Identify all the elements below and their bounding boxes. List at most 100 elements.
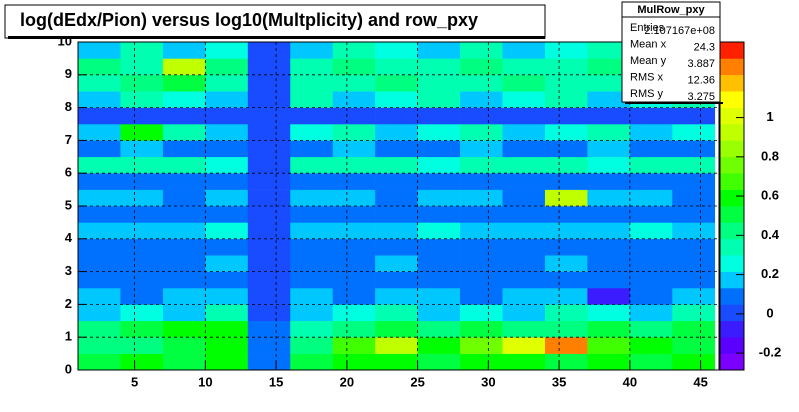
cell bbox=[460, 304, 503, 322]
z-tick-label: 0.2 bbox=[761, 266, 779, 281]
stats-shadow bbox=[625, 102, 723, 104]
cell bbox=[332, 107, 376, 125]
cell bbox=[460, 107, 503, 125]
title-shadow bbox=[8, 36, 545, 39]
cell bbox=[332, 42, 376, 59]
cell bbox=[460, 91, 503, 108]
cell bbox=[205, 91, 249, 108]
cell bbox=[120, 288, 164, 305]
x-tick-label: 20 bbox=[340, 374, 354, 389]
cell bbox=[332, 238, 376, 256]
cell bbox=[375, 74, 418, 92]
cell bbox=[672, 353, 716, 371]
cell bbox=[162, 58, 206, 76]
cell bbox=[290, 337, 334, 354]
z-tick-label: -0.2 bbox=[759, 345, 781, 360]
y-tick-label: 9 bbox=[65, 66, 72, 81]
stats-value: 3.887 bbox=[687, 58, 715, 70]
cell bbox=[120, 173, 164, 190]
cell bbox=[120, 304, 164, 322]
cell bbox=[375, 173, 418, 190]
cell bbox=[290, 74, 334, 92]
cell bbox=[629, 206, 673, 223]
cell bbox=[672, 107, 716, 125]
cell bbox=[247, 304, 291, 322]
cell bbox=[460, 124, 503, 141]
y-tick-label: 1 bbox=[65, 329, 72, 344]
cell bbox=[544, 255, 588, 272]
cell bbox=[587, 206, 631, 223]
cell bbox=[290, 140, 334, 158]
cell bbox=[587, 353, 631, 371]
cell bbox=[290, 42, 334, 59]
cell bbox=[502, 206, 546, 223]
cell bbox=[417, 124, 461, 141]
cell bbox=[290, 156, 334, 174]
cell bbox=[502, 74, 546, 92]
cell bbox=[629, 304, 673, 322]
y-tick-label: 2 bbox=[65, 296, 72, 311]
cell bbox=[78, 156, 121, 174]
cell bbox=[332, 353, 376, 371]
cell bbox=[247, 107, 291, 125]
cell bbox=[587, 271, 631, 289]
cell bbox=[587, 42, 631, 59]
cell bbox=[290, 353, 334, 371]
cell bbox=[587, 255, 631, 272]
x-tick-label: 10 bbox=[198, 374, 212, 389]
cell bbox=[672, 255, 716, 272]
palette-step bbox=[720, 320, 744, 338]
cell bbox=[587, 107, 631, 125]
cell bbox=[205, 255, 249, 272]
cell bbox=[162, 238, 206, 256]
cell bbox=[587, 58, 631, 76]
cell bbox=[332, 173, 376, 190]
cell bbox=[672, 222, 716, 240]
cell bbox=[629, 238, 673, 256]
cell bbox=[247, 189, 291, 207]
cell bbox=[417, 206, 461, 223]
cell bbox=[417, 173, 461, 190]
cell bbox=[162, 140, 206, 158]
cell bbox=[120, 337, 164, 354]
cell bbox=[162, 206, 206, 223]
cell bbox=[78, 91, 121, 108]
cell bbox=[205, 222, 249, 240]
cell bbox=[375, 337, 418, 354]
x-tick-label: 30 bbox=[481, 374, 495, 389]
cell bbox=[120, 238, 164, 256]
cell bbox=[162, 320, 206, 338]
cell bbox=[629, 156, 673, 174]
palette-step bbox=[720, 173, 744, 190]
stats-label: Entries bbox=[630, 22, 665, 34]
cell bbox=[332, 140, 376, 158]
cell bbox=[332, 74, 376, 92]
cell bbox=[460, 353, 503, 371]
cell bbox=[162, 255, 206, 272]
cell bbox=[417, 222, 461, 240]
cell bbox=[629, 288, 673, 305]
cell bbox=[460, 271, 503, 289]
title-box bbox=[4, 4, 546, 39]
cell bbox=[502, 91, 546, 108]
cell bbox=[290, 107, 334, 125]
cell bbox=[417, 337, 461, 354]
stats-label: RMS y bbox=[630, 88, 664, 100]
cell bbox=[587, 320, 631, 338]
cell bbox=[290, 288, 334, 305]
cell bbox=[417, 156, 461, 174]
stats-label: RMS x bbox=[630, 71, 664, 83]
cell bbox=[672, 337, 716, 354]
cell bbox=[587, 304, 631, 322]
cell bbox=[290, 206, 334, 223]
cell bbox=[332, 255, 376, 272]
cell bbox=[672, 238, 716, 256]
cell bbox=[162, 189, 206, 207]
cell bbox=[375, 238, 418, 256]
palette-step bbox=[720, 255, 744, 272]
cell bbox=[502, 238, 546, 256]
stats-title: MulRow_pxy bbox=[637, 4, 705, 16]
cell bbox=[78, 238, 121, 256]
cell bbox=[502, 304, 546, 322]
cell bbox=[502, 58, 546, 76]
